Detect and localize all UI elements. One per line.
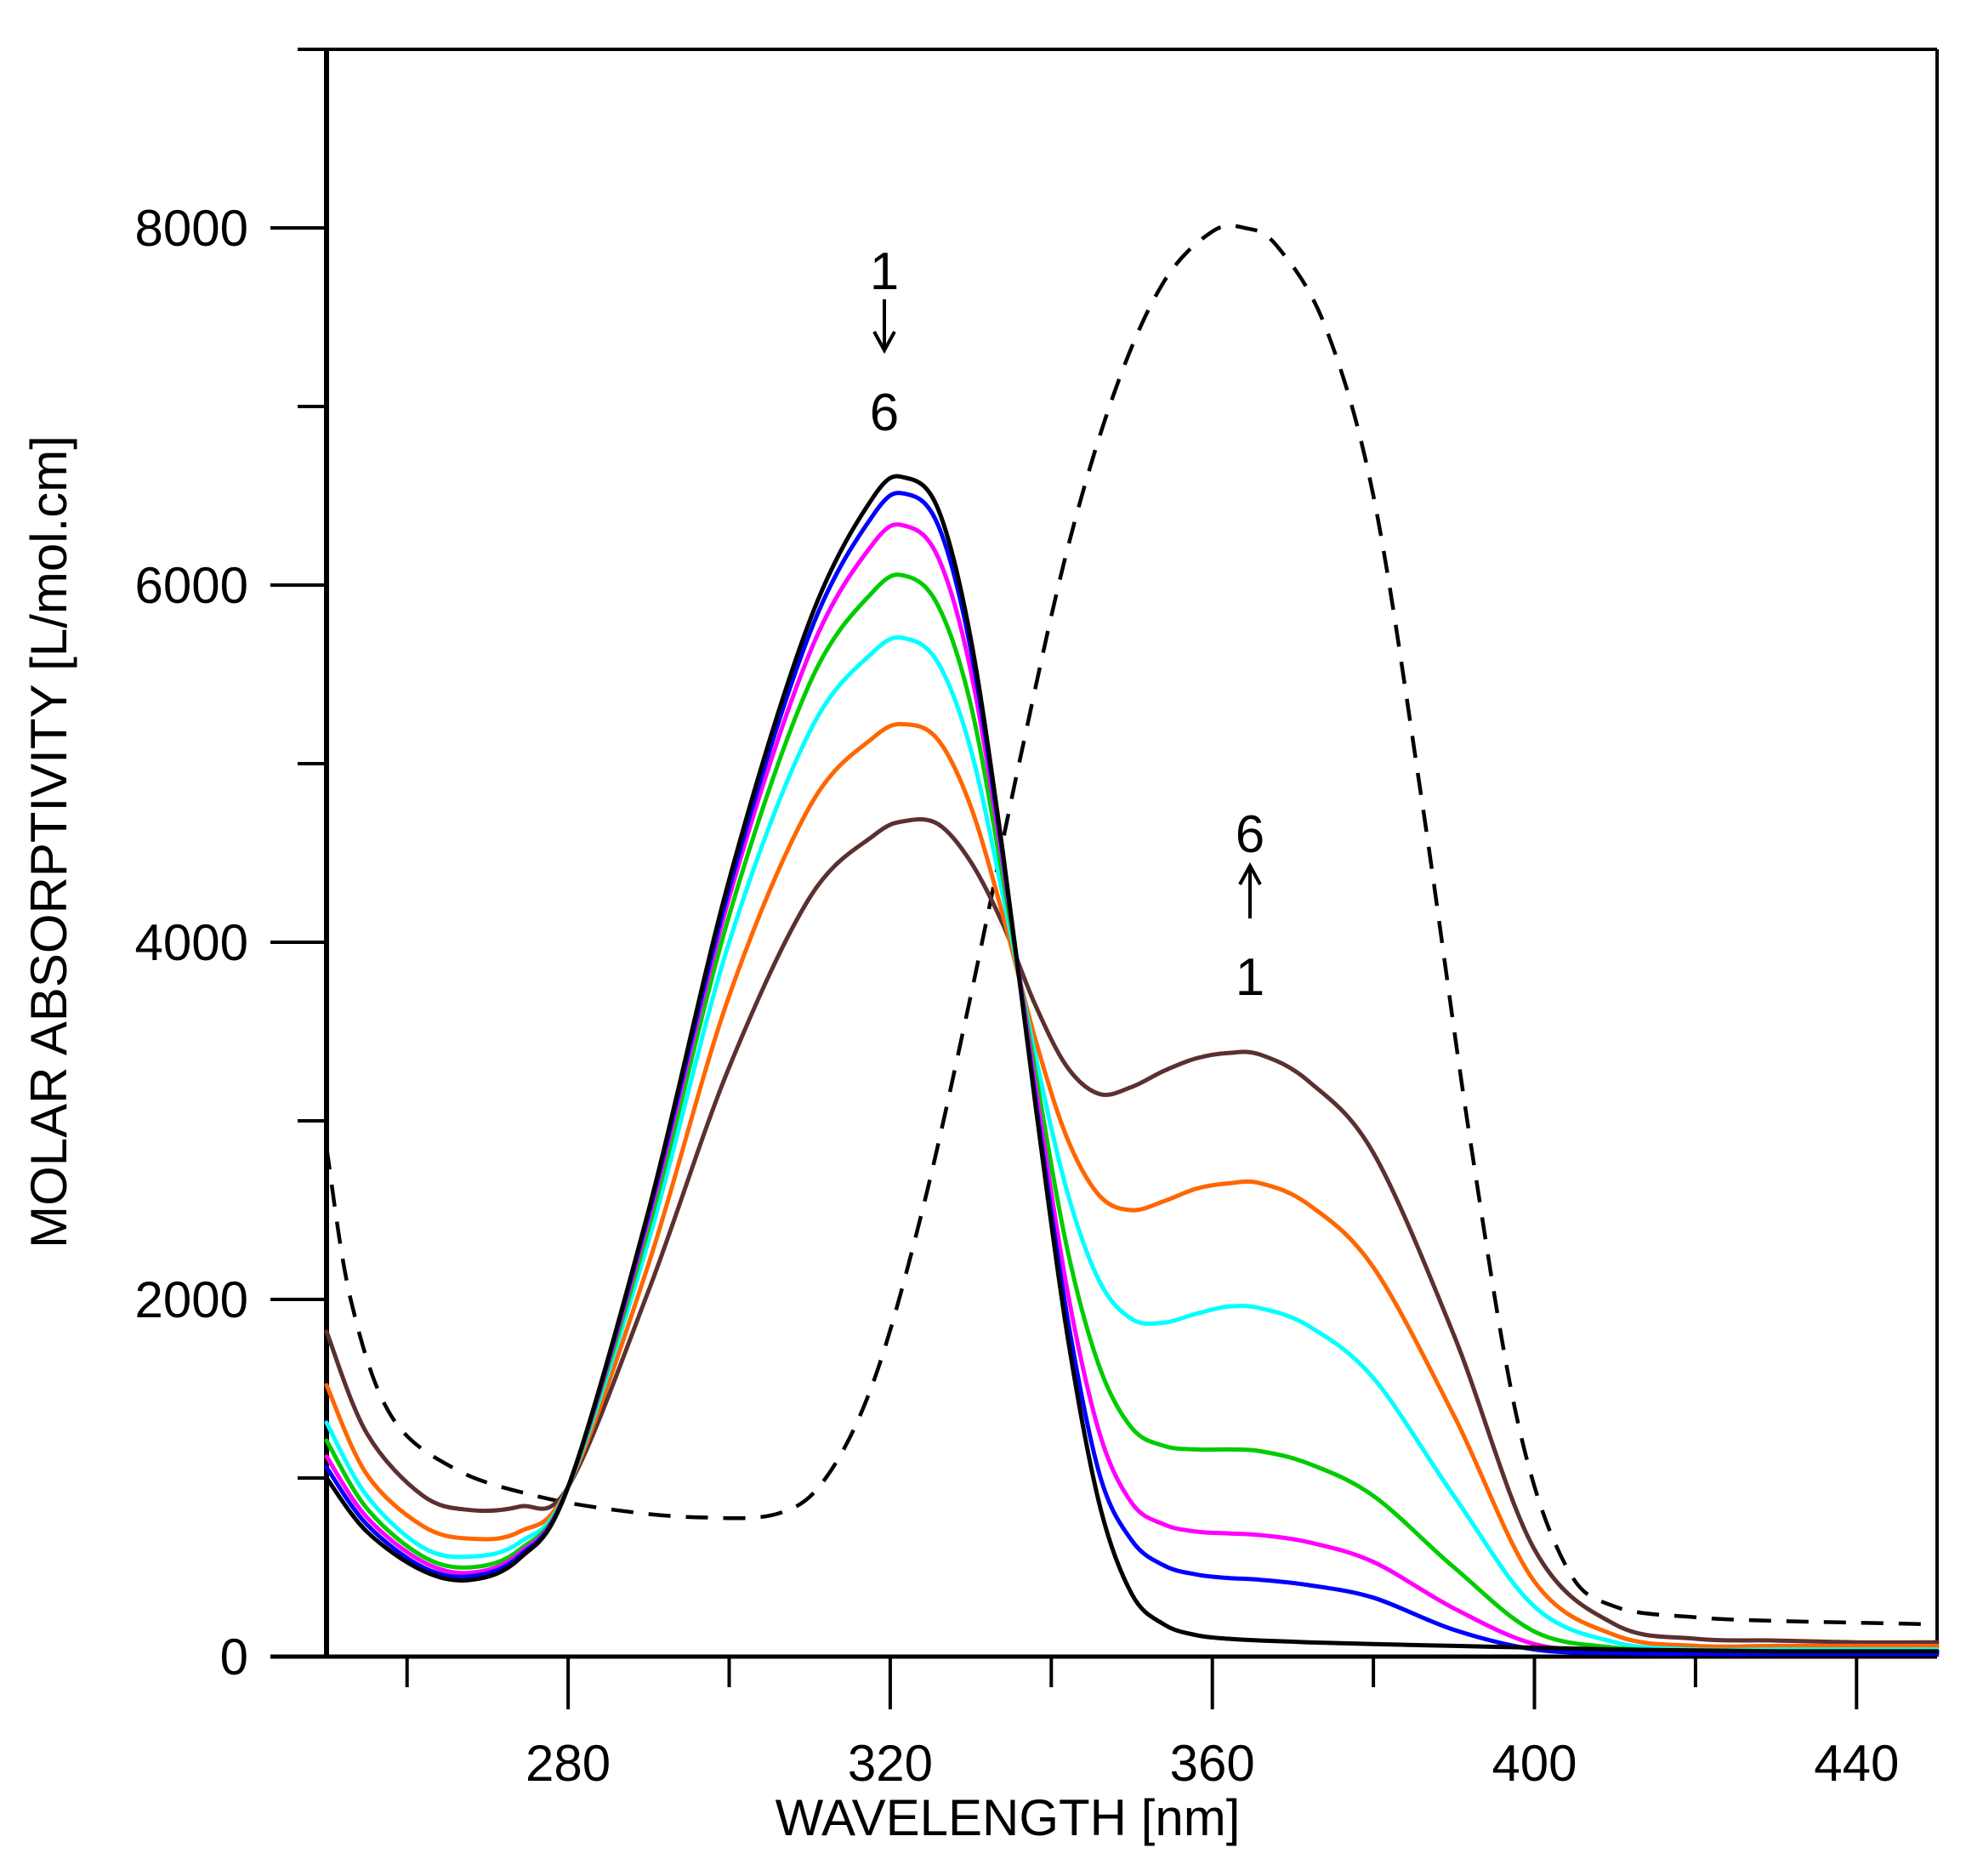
ticks-layer: 0 2000 4000 6000 8000 280 320 360 400 440 (135, 48, 1899, 1792)
annotation-down-end: 6 (870, 384, 899, 442)
x-tick-label: 320 (848, 1735, 933, 1792)
series-line-1 (324, 474, 1940, 1654)
series-line-8 (324, 223, 1938, 1627)
series-line-5 (324, 635, 1940, 1652)
y-tick-label: 4000 (135, 914, 248, 971)
x-tick-label: 440 (1814, 1735, 1899, 1792)
y-tick-label: 8000 (135, 200, 248, 257)
annotation-up: 6 1 (1236, 805, 1264, 1007)
y-tick-label: 2000 (135, 1271, 248, 1328)
series-line-6 (324, 722, 1940, 1649)
series-layer (324, 223, 1940, 1657)
series-line-7 (324, 816, 1940, 1645)
annotation-down-arrow-head (872, 331, 896, 355)
x-tick-label: 280 (526, 1735, 611, 1792)
axes-frame (270, 48, 1939, 1659)
y-tick-label: 0 (220, 1629, 248, 1686)
annotation-up-end: 6 (1236, 805, 1264, 864)
y-tick-label: 6000 (135, 557, 248, 614)
annotation-down-start: 1 (870, 242, 899, 301)
x-axis-label: WAVELENGTH [nm] (776, 1789, 1241, 1846)
annotation-down: 1 6 (870, 242, 899, 442)
annotation-up-start: 1 (1236, 948, 1264, 1007)
series-line-2 (324, 491, 1940, 1657)
x-tick-label: 400 (1492, 1735, 1577, 1792)
annotation-up-arrow-head (1238, 861, 1262, 885)
x-tick-label: 360 (1170, 1735, 1255, 1792)
y-axis-label: MOLAR ABSORPTIVITY [L/mol.cm] (20, 435, 77, 1248)
